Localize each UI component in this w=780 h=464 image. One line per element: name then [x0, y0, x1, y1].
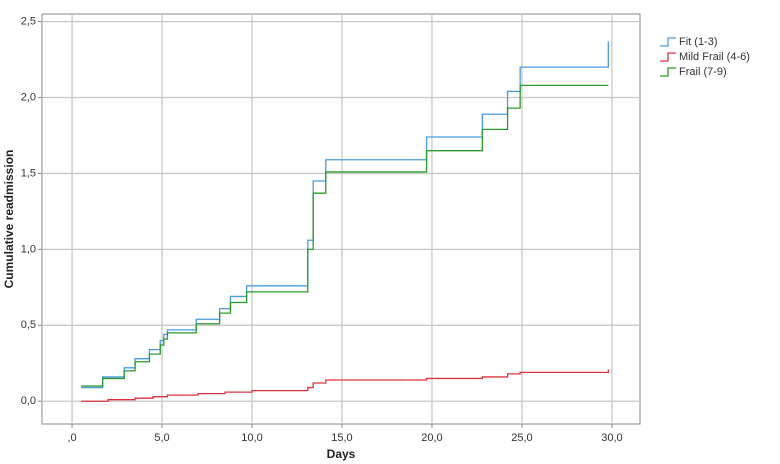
y-axis-label: Cumulative readmission [2, 150, 16, 289]
x-tick-label: 30,0 [601, 432, 622, 444]
y-tick-label: 1,5 [21, 167, 36, 179]
legend-label: Fit (1-3) [679, 36, 718, 48]
series-line [81, 84, 609, 387]
x-tick-label: 15,0 [331, 432, 352, 444]
x-tick-label: ,0 [67, 432, 76, 444]
legend-label: Mild Frail (4-6) [679, 51, 750, 63]
series-line [81, 369, 609, 402]
y-tick-label: 0,0 [21, 395, 36, 407]
x-axis-label: Days [327, 447, 356, 461]
y-tick-label: 2,0 [21, 91, 36, 103]
x-tick-label: 20,0 [421, 432, 442, 444]
legend-label: Frail (7-9) [679, 66, 727, 78]
legend-swatch [660, 67, 676, 77]
x-tick-label: 5,0 [154, 432, 169, 444]
legend-swatch [660, 37, 676, 47]
x-tick-label: 10,0 [241, 432, 262, 444]
legend-swatch [660, 52, 676, 62]
y-tick-label: 1,0 [21, 243, 36, 255]
series-line [81, 41, 609, 389]
y-tick-label: 2,5 [21, 15, 36, 27]
x-tick-label: 25,0 [511, 432, 532, 444]
y-tick-label: 0,5 [21, 319, 36, 331]
plot-frame [41, 13, 641, 425]
